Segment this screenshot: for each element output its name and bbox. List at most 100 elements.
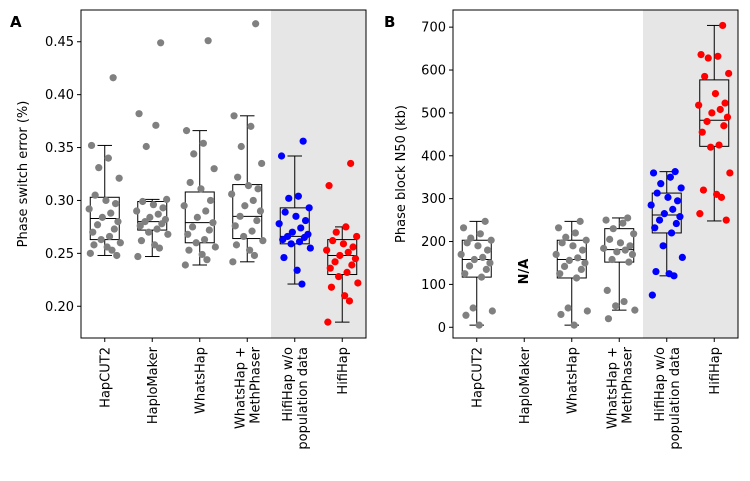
data-point <box>344 248 352 256</box>
data-point <box>564 304 572 312</box>
data-point <box>258 159 266 168</box>
y-tick-label: 100 <box>421 278 446 293</box>
data-point <box>660 210 668 218</box>
data-point <box>647 201 655 209</box>
data-point <box>331 258 339 266</box>
data-point <box>613 248 621 256</box>
x-tick-label-line: HapCUT2 <box>98 347 113 408</box>
data-point <box>205 226 213 234</box>
x-tick-label-line: HifiHap <box>708 347 723 395</box>
data-point <box>648 291 656 299</box>
data-point <box>329 237 337 245</box>
data-point <box>678 253 686 261</box>
data-point <box>554 224 563 232</box>
data-point <box>234 173 242 181</box>
data-point <box>91 191 99 199</box>
data-point <box>582 236 590 244</box>
data-point <box>327 283 336 291</box>
y-tick-label: 700 <box>421 21 446 36</box>
data-point <box>237 142 245 151</box>
data-point <box>624 214 632 222</box>
x-tick-label-line: WhatsHap + <box>605 347 620 429</box>
data-point <box>197 185 205 193</box>
data-point <box>163 195 171 203</box>
panel-letter: B <box>384 13 395 31</box>
data-point <box>247 122 255 130</box>
data-point <box>336 251 344 260</box>
data-point <box>695 101 703 109</box>
y-tick-label: 400 <box>421 149 446 164</box>
data-point <box>114 218 122 226</box>
data-point <box>323 246 331 254</box>
data-point <box>667 229 676 237</box>
data-point <box>655 216 664 224</box>
data-point <box>696 210 704 218</box>
data-point <box>325 182 333 190</box>
y-tick-label: 0 <box>438 321 446 336</box>
data-point <box>560 262 569 270</box>
data-point <box>602 216 610 224</box>
data-point <box>721 99 729 107</box>
data-point <box>182 127 191 135</box>
data-point <box>651 224 659 232</box>
y-tick-label: 0.30 <box>45 194 74 209</box>
data-point <box>85 205 93 213</box>
data-point <box>244 182 253 190</box>
y-axis-label: Phase switch error (%) <box>16 101 31 248</box>
data-point <box>211 243 219 251</box>
data-point <box>105 232 114 241</box>
data-point <box>474 242 482 250</box>
data-point <box>93 221 102 229</box>
x-tick-label-line: HifiHap w/o <box>653 347 668 422</box>
series-hapcut2 <box>85 74 124 260</box>
series-hapcut2 <box>457 217 496 329</box>
data-point <box>181 261 189 269</box>
data-point <box>256 207 265 215</box>
data-point <box>711 90 720 98</box>
data-point <box>248 227 256 235</box>
x-tick-label: WhatsHap + MethPhaser <box>233 346 263 429</box>
data-point <box>621 246 629 254</box>
data-point <box>332 228 340 236</box>
data-point <box>133 207 141 215</box>
data-point <box>558 239 566 247</box>
data-point <box>102 196 110 205</box>
data-point <box>87 141 96 150</box>
data-point <box>285 194 293 202</box>
data-point <box>576 217 584 225</box>
data-point <box>146 213 154 221</box>
data-point <box>666 173 674 181</box>
data-point <box>631 306 639 314</box>
data-point <box>230 112 238 120</box>
data-point <box>134 252 142 261</box>
data-point <box>159 204 167 212</box>
data-point <box>572 274 581 282</box>
data-point <box>339 240 348 248</box>
series-hifihap-w-o-population-data <box>275 137 314 288</box>
data-point <box>476 230 484 238</box>
data-point <box>699 186 708 194</box>
data-point <box>701 72 709 81</box>
data-point <box>475 321 483 329</box>
data-point <box>180 202 188 210</box>
data-point <box>552 250 560 258</box>
data-point <box>152 121 160 129</box>
data-point <box>562 233 570 241</box>
series-whatshap <box>180 37 219 269</box>
data-point <box>190 150 198 158</box>
data-point <box>108 246 116 254</box>
data-point <box>193 213 201 221</box>
data-point <box>626 242 634 250</box>
data-point <box>89 228 97 236</box>
data-point <box>704 54 712 62</box>
data-point <box>279 236 287 244</box>
data-point <box>461 270 469 278</box>
y-tick-label: 300 <box>421 192 446 207</box>
data-point <box>351 255 360 263</box>
data-point <box>277 152 286 160</box>
x-tick-label-line: MethPhaser <box>620 346 635 423</box>
y-tick-label: 0.40 <box>45 88 74 103</box>
series-hifihap <box>323 159 362 326</box>
x-tick-label-line: HaploMaker <box>518 346 533 424</box>
series-whatshap-methphaser <box>228 20 267 266</box>
